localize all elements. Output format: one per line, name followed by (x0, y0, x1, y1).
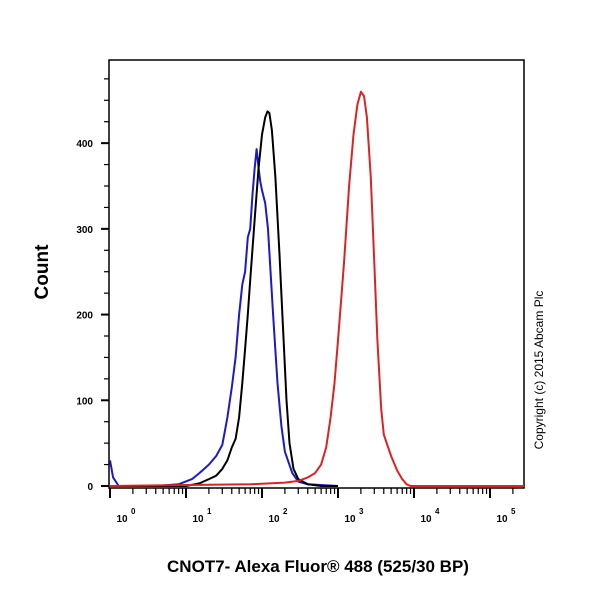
y-tick-label: 400 (76, 139, 93, 150)
y-tick-label: 200 (76, 311, 93, 322)
x-tick-exponent: 0 (131, 507, 136, 516)
histogram-series-2 (109, 90, 524, 487)
copyright-annotation: Copyright (c) 2015 Abcam Plc (532, 291, 546, 450)
x-tick-exponent: 2 (283, 507, 288, 516)
x-tick-exponent: 5 (511, 507, 516, 516)
x-axis-title: CNOT7- Alexa Fluor® 488 (525/30 BP) (167, 557, 469, 576)
x-tick-label: 10 (420, 514, 432, 525)
x-tick-exponent: 3 (359, 507, 364, 516)
histogram-series-1 (110, 110, 338, 487)
x-tick-exponent: 1 (207, 507, 212, 516)
x-tick-label: 10 (344, 514, 356, 525)
y-axis: 0 100 200 300 400 (76, 78, 109, 493)
x-tick-exponent: 4 (435, 507, 440, 516)
x-tick-label: 10 (496, 514, 508, 525)
x-tick-label: 10 (192, 514, 204, 525)
plot-frame (108, 59, 525, 489)
x-tick-label: 10 (268, 514, 280, 525)
y-axis-title: Count (32, 244, 53, 300)
series-group (109, 90, 524, 487)
y-tick-label: 300 (76, 225, 93, 236)
x-tick-label: 10 (116, 514, 128, 525)
y-tick-label: 0 (87, 482, 93, 493)
histogram-series-0 (109, 148, 339, 487)
y-tick-label: 100 (76, 396, 93, 407)
